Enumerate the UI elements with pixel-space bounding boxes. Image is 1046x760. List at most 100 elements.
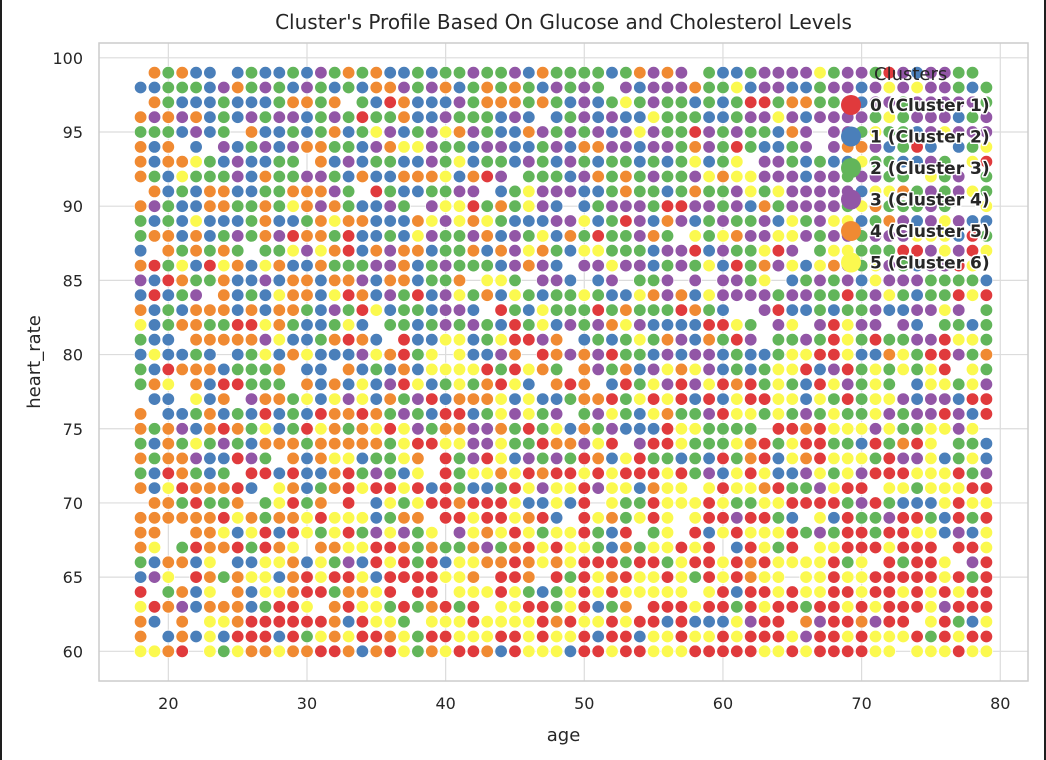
scatter-point	[952, 80, 966, 95]
scatter-point	[771, 65, 786, 80]
scatter-point	[688, 362, 702, 377]
scatter-point	[938, 318, 952, 332]
scatter-point	[480, 496, 494, 510]
scatter-point	[438, 273, 453, 288]
scatter-point	[328, 273, 342, 288]
scatter-point	[882, 422, 897, 436]
scatter-point	[286, 644, 300, 659]
scatter-point	[965, 466, 980, 481]
scatter-point	[799, 347, 813, 362]
scatter-point	[203, 466, 217, 481]
scatter-point	[286, 110, 300, 124]
scatter-point	[175, 407, 189, 421]
scatter-point	[466, 65, 481, 80]
scatter-point	[702, 65, 716, 80]
scatter-point	[827, 422, 841, 436]
scatter-point	[938, 644, 952, 659]
scatter-point	[785, 496, 800, 510]
scatter-point	[633, 436, 647, 451]
scatter-point	[979, 229, 994, 243]
scatter-point	[924, 169, 938, 184]
scatter-point	[924, 125, 938, 139]
scatter-point	[730, 347, 744, 362]
scatter-point	[605, 184, 619, 199]
scatter-point	[383, 392, 397, 406]
scatter-point	[952, 258, 966, 273]
scatter-point	[854, 615, 869, 629]
scatter-point	[896, 80, 910, 95]
scatter-point	[147, 303, 162, 317]
scatter-point	[147, 273, 162, 288]
scatter-point	[549, 214, 564, 228]
scatter-point	[730, 184, 744, 199]
scatter-point	[924, 65, 938, 80]
scatter-point	[785, 229, 800, 243]
scatter-point	[466, 110, 481, 124]
scatter-point	[744, 214, 758, 228]
scatter-point	[203, 229, 217, 243]
scatter-point	[702, 629, 716, 644]
scatter-point	[841, 585, 855, 599]
scatter-point	[480, 407, 494, 421]
scatter-point	[369, 436, 384, 451]
scatter-point	[702, 555, 716, 570]
scatter-point	[314, 481, 328, 495]
x-tick-label: 20	[158, 694, 178, 713]
scatter-point	[272, 511, 287, 525]
scatter-point	[646, 422, 661, 436]
scatter-point	[161, 318, 176, 332]
scatter-point	[882, 392, 897, 406]
scatter-point	[369, 362, 384, 377]
scatter-point	[577, 481, 592, 495]
scatter-point	[619, 333, 633, 347]
scatter-point	[674, 65, 689, 80]
scatter-point	[965, 288, 980, 302]
scatter-point	[910, 184, 924, 199]
scatter-point	[203, 273, 217, 288]
scatter-point	[896, 65, 910, 80]
scatter-point	[619, 362, 633, 377]
scatter-point	[799, 570, 813, 584]
scatter-point	[799, 481, 813, 495]
scatter-point	[882, 243, 897, 258]
scatter-point	[286, 525, 300, 540]
scatter-point	[300, 466, 314, 481]
scatter-point	[452, 644, 467, 659]
scatter-point	[799, 95, 813, 110]
scatter-point	[244, 644, 259, 659]
scatter-point	[716, 65, 730, 80]
scatter-point	[383, 214, 397, 228]
scatter-point	[230, 407, 245, 421]
scatter-point	[744, 585, 758, 599]
scatter-point	[161, 303, 176, 317]
scatter-point	[328, 243, 342, 258]
scatter-point	[438, 229, 453, 243]
scatter-point	[272, 125, 287, 139]
scatter-point	[328, 154, 342, 169]
scatter-point	[702, 481, 716, 495]
scatter-point	[328, 184, 342, 199]
legend-entry-label: 2 (Cluster 3)	[870, 159, 990, 179]
scatter-point	[230, 362, 245, 377]
scatter-point	[425, 184, 439, 199]
scatter-point	[619, 481, 633, 495]
scatter-point	[924, 392, 938, 406]
scatter-point	[771, 80, 786, 95]
scatter-point	[217, 407, 231, 421]
scatter-point	[660, 362, 675, 377]
scatter-point	[536, 407, 550, 421]
scatter-point	[133, 600, 148, 614]
scatter-point	[910, 199, 924, 213]
scatter-point	[674, 347, 689, 362]
scatter-point	[841, 511, 855, 525]
scatter-point	[411, 229, 425, 243]
scatter-point	[646, 95, 661, 110]
scatter-point	[633, 95, 647, 110]
scatter-point	[827, 229, 841, 243]
scatter-point	[702, 615, 716, 629]
scatter-point	[522, 214, 536, 228]
scatter-point	[300, 318, 314, 332]
scatter-point	[868, 110, 883, 124]
scatter-point	[868, 451, 883, 466]
scatter-point	[605, 481, 619, 495]
